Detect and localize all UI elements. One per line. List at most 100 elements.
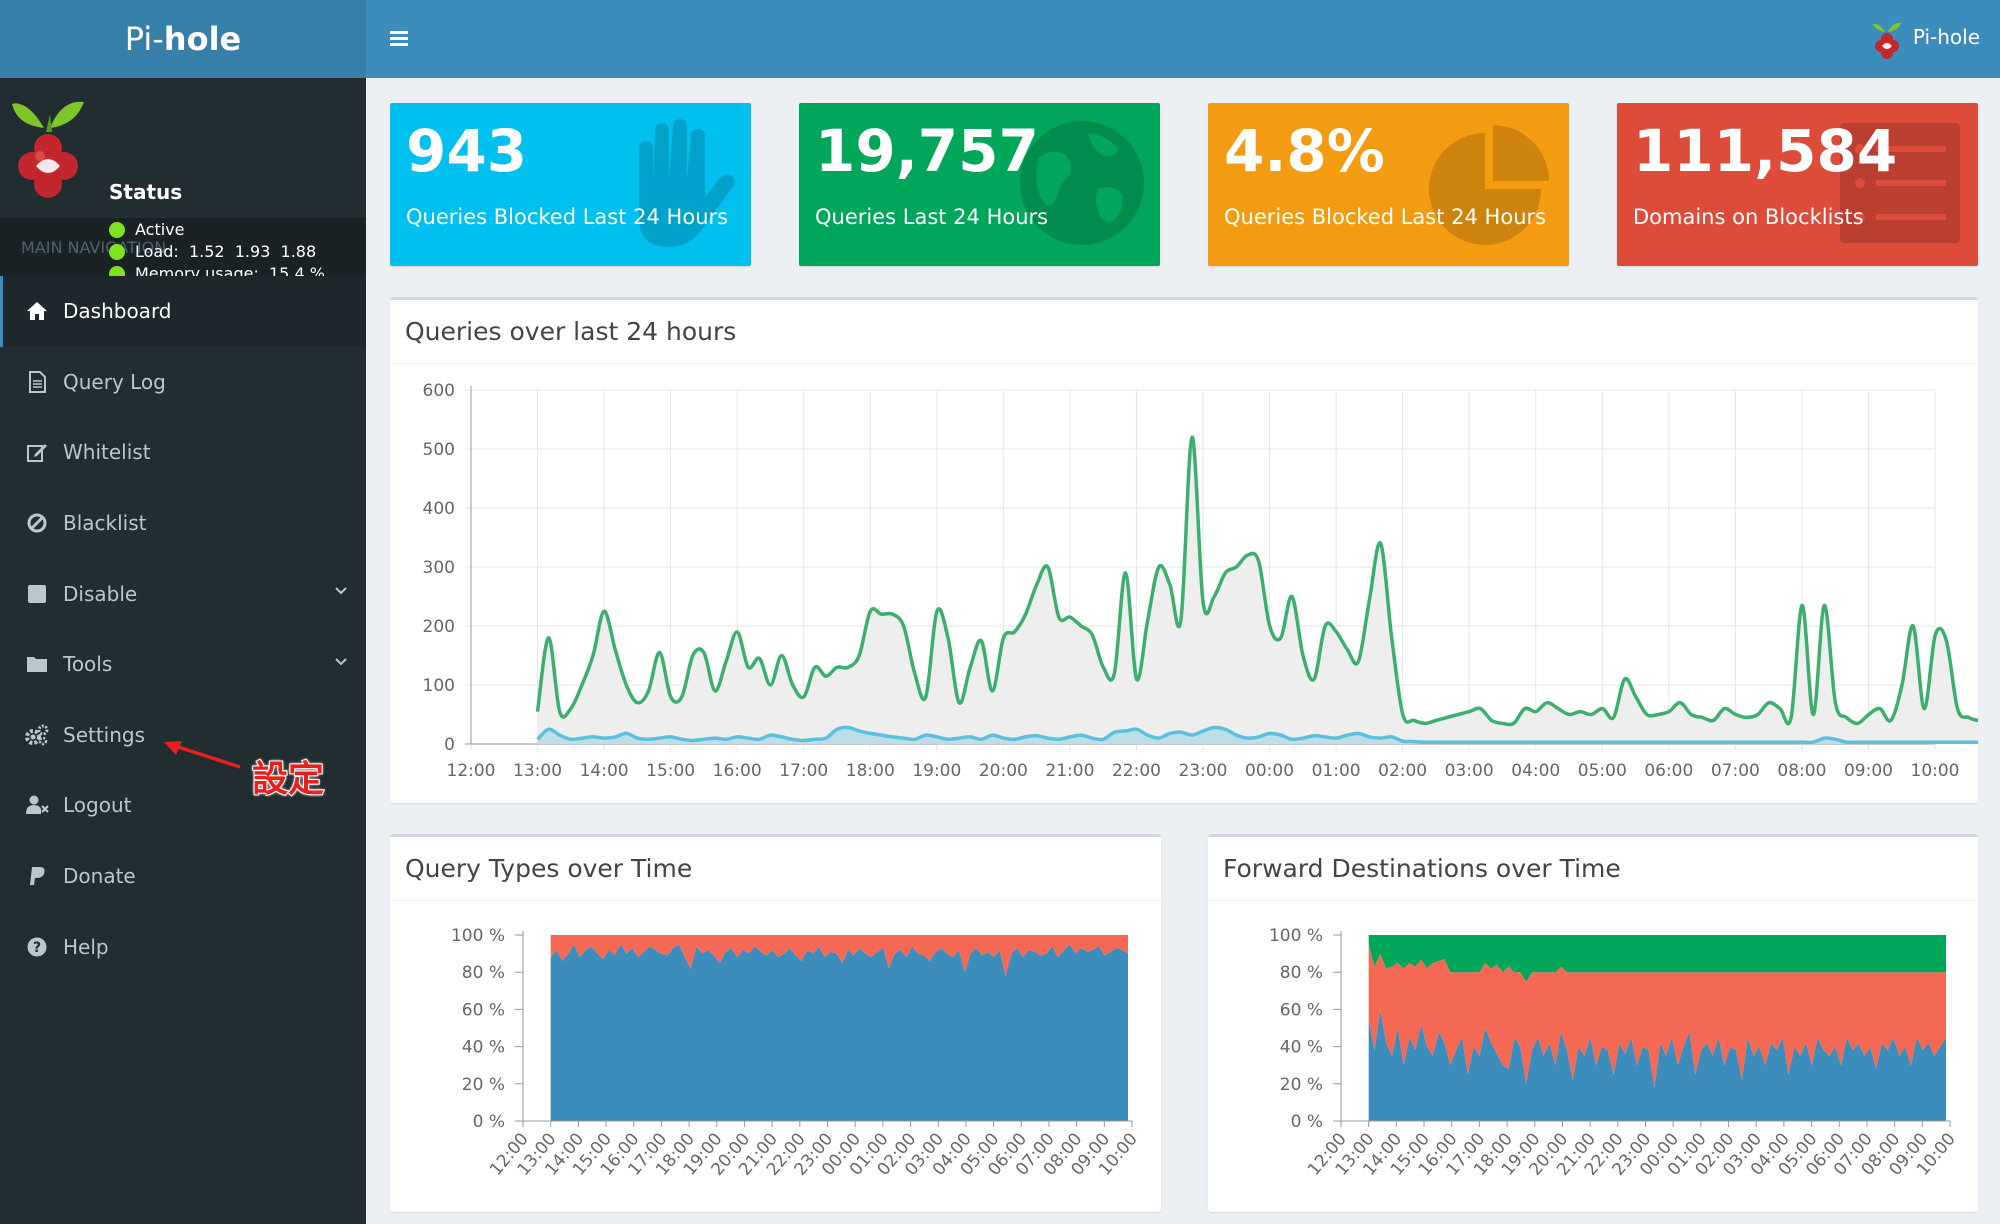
y-tick-label: 80 %	[1280, 963, 1323, 983]
y-tick-label: 60 %	[462, 1000, 505, 1020]
nav-label-dashboard: Dashboard	[63, 299, 172, 324]
brand-prefix: Pi-	[124, 20, 164, 58]
panel-title: Queries over last 24 hours	[390, 300, 1978, 364]
x-tick-label: 18:00	[846, 761, 895, 781]
forward-destinations-area-chart[interactable]: 0 %20 %40 %60 %80 %100 %12:0013:0014:001…	[1208, 837, 1978, 1215]
ban-icon	[25, 511, 49, 535]
stat-label: Queries Blocked Last 24 Hours	[406, 205, 729, 229]
y-tick-label: 0	[444, 735, 455, 755]
x-tick-label: 14:00	[580, 761, 629, 781]
hamburger-menu-icon[interactable]	[388, 27, 410, 49]
x-tick-label: 22:00	[1112, 761, 1161, 781]
status-load-dot	[109, 243, 125, 260]
list-icon	[1840, 123, 1960, 243]
nav-item-tools[interactable]: Tools	[0, 629, 366, 700]
gears-icon	[25, 723, 49, 747]
svg-text:?: ?	[33, 940, 41, 956]
nav-item-query-log[interactable]: Query Log	[0, 347, 366, 418]
nav-item-logout[interactable]: Logout	[0, 770, 366, 841]
x-tick-label: 17:00	[779, 761, 828, 781]
y-tick-label: 100 %	[1269, 926, 1323, 946]
y-tick-label: 300	[423, 558, 455, 578]
pihole-raspberry-logo[interactable]	[1872, 20, 1902, 60]
stacked-area	[550, 935, 1128, 976]
x-tick-label: 19:00	[912, 761, 961, 781]
y-tick-label: 40 %	[1280, 1038, 1323, 1058]
nav-label-query-log: Query Log	[63, 369, 166, 394]
stop-icon	[25, 582, 49, 606]
file-text-icon	[25, 370, 49, 394]
nav-item-whitelist[interactable]: Whitelist	[0, 417, 366, 488]
x-tick-label: 13:00	[513, 761, 562, 781]
stacked-area	[550, 944, 1128, 1121]
query-types-area-chart[interactable]: 0 %20 %40 %60 %80 %100 %12:0013:0014:001…	[390, 837, 1161, 1215]
stat-label: Queries Last 24 Hours	[815, 205, 1049, 229]
y-tick-label: 100 %	[451, 926, 505, 946]
nav-item-help[interactable]: ? Help	[0, 911, 366, 982]
sidebar: Pi-hole Status Active Load: 1.52 1.93 1.…	[0, 0, 366, 1224]
stat-value: 943	[406, 117, 528, 185]
nav-item-settings[interactable]: Settings	[0, 700, 366, 771]
nav-item-blacklist[interactable]: Blacklist	[0, 488, 366, 559]
nav-label-blacklist: Blacklist	[63, 511, 147, 536]
stacked-area	[1368, 935, 1946, 982]
stacked-area	[1368, 944, 1946, 1088]
folder-icon	[25, 652, 49, 676]
status-active-text: Active	[135, 220, 185, 239]
stat-total-queries: 19,757 Queries Last 24 Hours	[799, 103, 1160, 266]
nav-label-logout: Logout	[63, 793, 132, 818]
series-line	[536, 725, 1978, 745]
user-brand-label[interactable]: Pi-hole	[1912, 25, 1980, 49]
status-active: Active	[109, 220, 185, 239]
nav-item-dashboard[interactable]: Dashboard	[0, 276, 366, 347]
y-tick-label: 100	[423, 676, 455, 696]
status-title: Status	[109, 180, 183, 204]
brand-suffix: hole	[163, 20, 242, 58]
nav-label-help: Help	[63, 934, 109, 959]
x-tick-label: 21:00	[1045, 761, 1094, 781]
brand-logo[interactable]: Pi-hole	[0, 0, 366, 78]
pihole-raspberry-logo	[12, 101, 84, 198]
globe-icon	[1020, 121, 1144, 245]
y-tick-label: 200	[423, 617, 455, 637]
x-tick-label: 09:00	[1844, 761, 1893, 781]
y-tick-label: 20 %	[1280, 1075, 1323, 1095]
stat-value: 4.8%	[1224, 117, 1385, 185]
series-area	[537, 727, 1978, 744]
nav-label-disable: Disable	[63, 581, 138, 606]
stat-blocked-queries: 943 Queries Blocked Last 24 Hours	[390, 103, 751, 266]
status-load: Load: 1.52 1.93 1.88	[109, 242, 316, 261]
y-tick-label: 20 %	[462, 1075, 505, 1095]
queries-over-time-panel: Queries over last 24 hours 0 100 200 300 400…	[390, 297, 1978, 803]
x-tick-label: 15:00	[646, 761, 695, 781]
status-load-text: Load: 1.52 1.93 1.88	[135, 242, 317, 261]
y-tick-label: 0 %	[473, 1112, 505, 1132]
nav-label-tools: Tools	[63, 652, 113, 677]
stat-label: Domains on Blocklists	[1633, 205, 1864, 229]
y-tick-label: 40 %	[462, 1038, 505, 1058]
top-navbar: Pi-hole	[366, 0, 2000, 78]
edit-icon	[25, 440, 49, 464]
status-active-dot	[109, 221, 125, 238]
x-tick-label: 06:00	[1644, 761, 1693, 781]
nav-item-disable[interactable]: Disable	[0, 558, 366, 629]
stat-label: Queries Blocked Last 24 Hours	[1224, 205, 1547, 229]
hand-icon	[639, 119, 735, 247]
y-tick-label: 80 %	[462, 963, 505, 983]
stacked-area	[1368, 1009, 1946, 1121]
x-tick-label: 03:00	[1445, 761, 1494, 781]
x-tick-label: 16:00	[713, 761, 762, 781]
nav-item-donate[interactable]: Donate	[0, 841, 366, 912]
y-tick-label: 600	[423, 381, 455, 401]
x-tick-label: 01:00	[1312, 761, 1361, 781]
annotation-label: 設定	[251, 758, 325, 801]
user-times-icon	[25, 793, 49, 817]
x-tick-label: 12:00	[447, 761, 496, 781]
y-tick-label: 500	[423, 440, 455, 460]
stat-value: 19,757	[815, 117, 1039, 185]
stat-domains-blocklist: 111,584 Domains on Blocklists	[1617, 103, 1978, 266]
queries-line-chart[interactable]: 0 100 200 300 400 500 600 12:00 13:00 14:00 15:00 1…	[390, 300, 1978, 806]
y-tick-label: 400	[423, 499, 455, 519]
paypal-icon	[25, 864, 49, 888]
panel-title: Query Types over Time	[390, 837, 1161, 901]
